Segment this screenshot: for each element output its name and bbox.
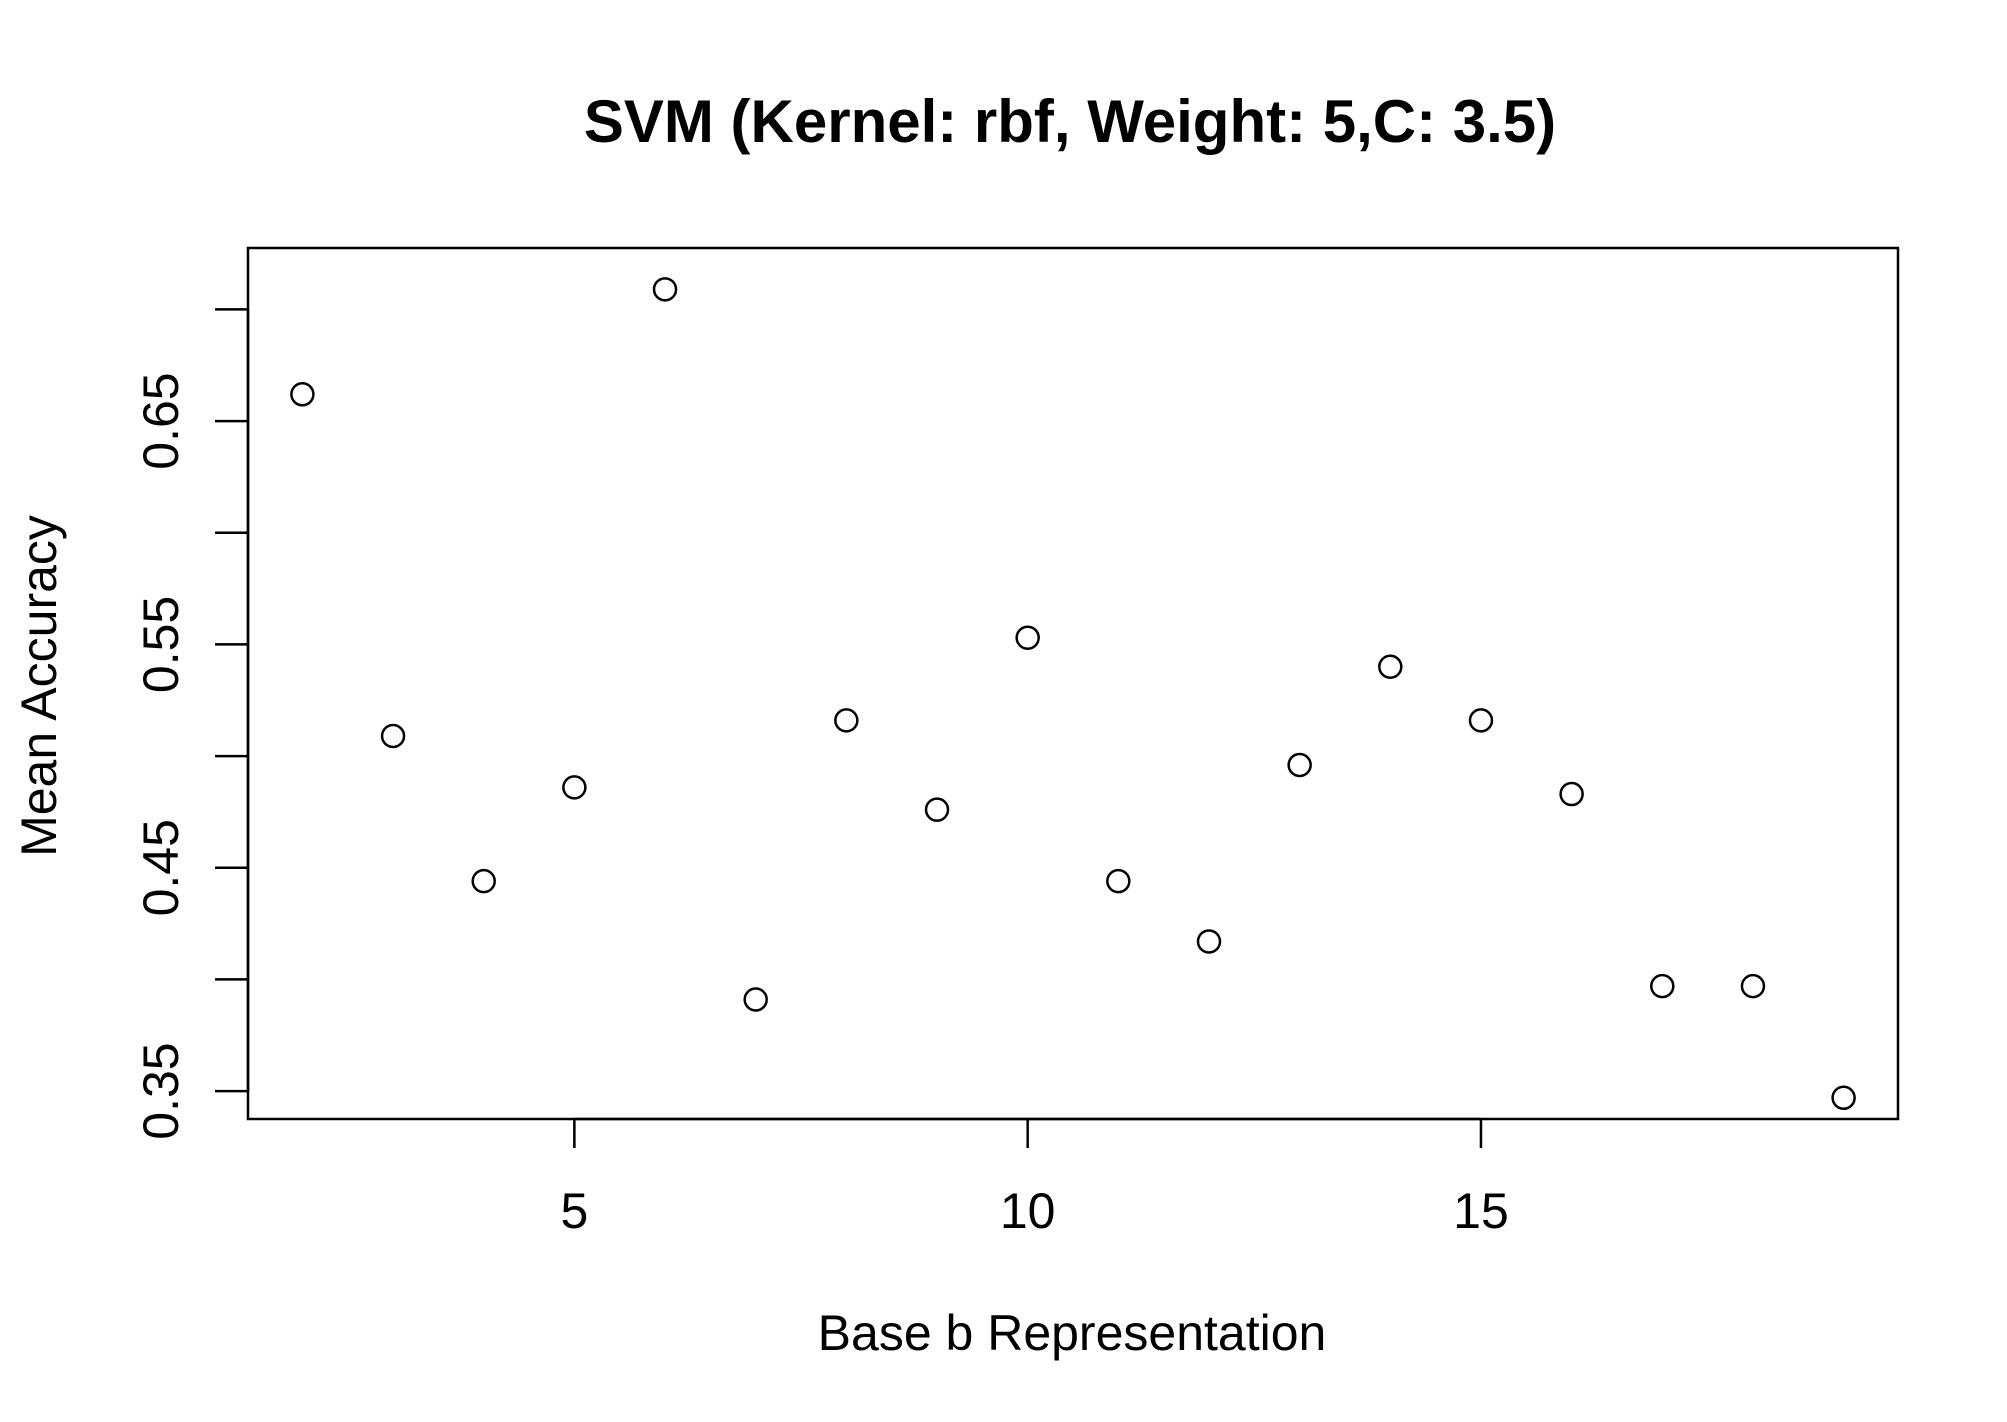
data-point	[743, 987, 768, 1012]
data-point	[562, 775, 587, 800]
x-tick-label: 10	[1000, 1183, 1056, 1239]
data-point	[1831, 1085, 1856, 1111]
data-point	[1015, 625, 1040, 650]
x-axis: 5 10 15	[560, 1117, 1509, 1239]
y-axis-label: Mean Accuracy	[11, 515, 67, 857]
data-point	[380, 723, 406, 749]
data-point	[1740, 973, 1766, 999]
data-point	[652, 277, 678, 302]
x-axis-label: Base b Representation	[818, 1305, 1327, 1361]
data-point	[1378, 654, 1403, 679]
y-tick-label: 0.45	[133, 819, 189, 916]
data-point	[471, 868, 496, 894]
data-point	[1287, 752, 1312, 778]
data-point	[290, 382, 315, 407]
data-point	[1468, 708, 1494, 733]
x-tick-label: 5	[560, 1183, 588, 1239]
data-point	[924, 797, 950, 822]
x-tick-label: 15	[1453, 1183, 1509, 1239]
data-point	[1196, 929, 1222, 954]
data-point	[1650, 973, 1675, 999]
data-point	[834, 708, 859, 733]
data-point	[1106, 868, 1131, 894]
y-tick-label: 0.35	[133, 1042, 189, 1139]
y-axis: 0.35 0.45 0.55 0.65	[133, 308, 250, 1140]
y-tick-label: 0.55	[133, 596, 189, 693]
chart-title: SVM (Kernel: rbf, Weight: 5,C: 3.5)	[584, 88, 1556, 155]
data-points	[290, 277, 1856, 1111]
y-tick-label: 0.65	[133, 372, 189, 469]
data-point	[1559, 781, 1584, 807]
